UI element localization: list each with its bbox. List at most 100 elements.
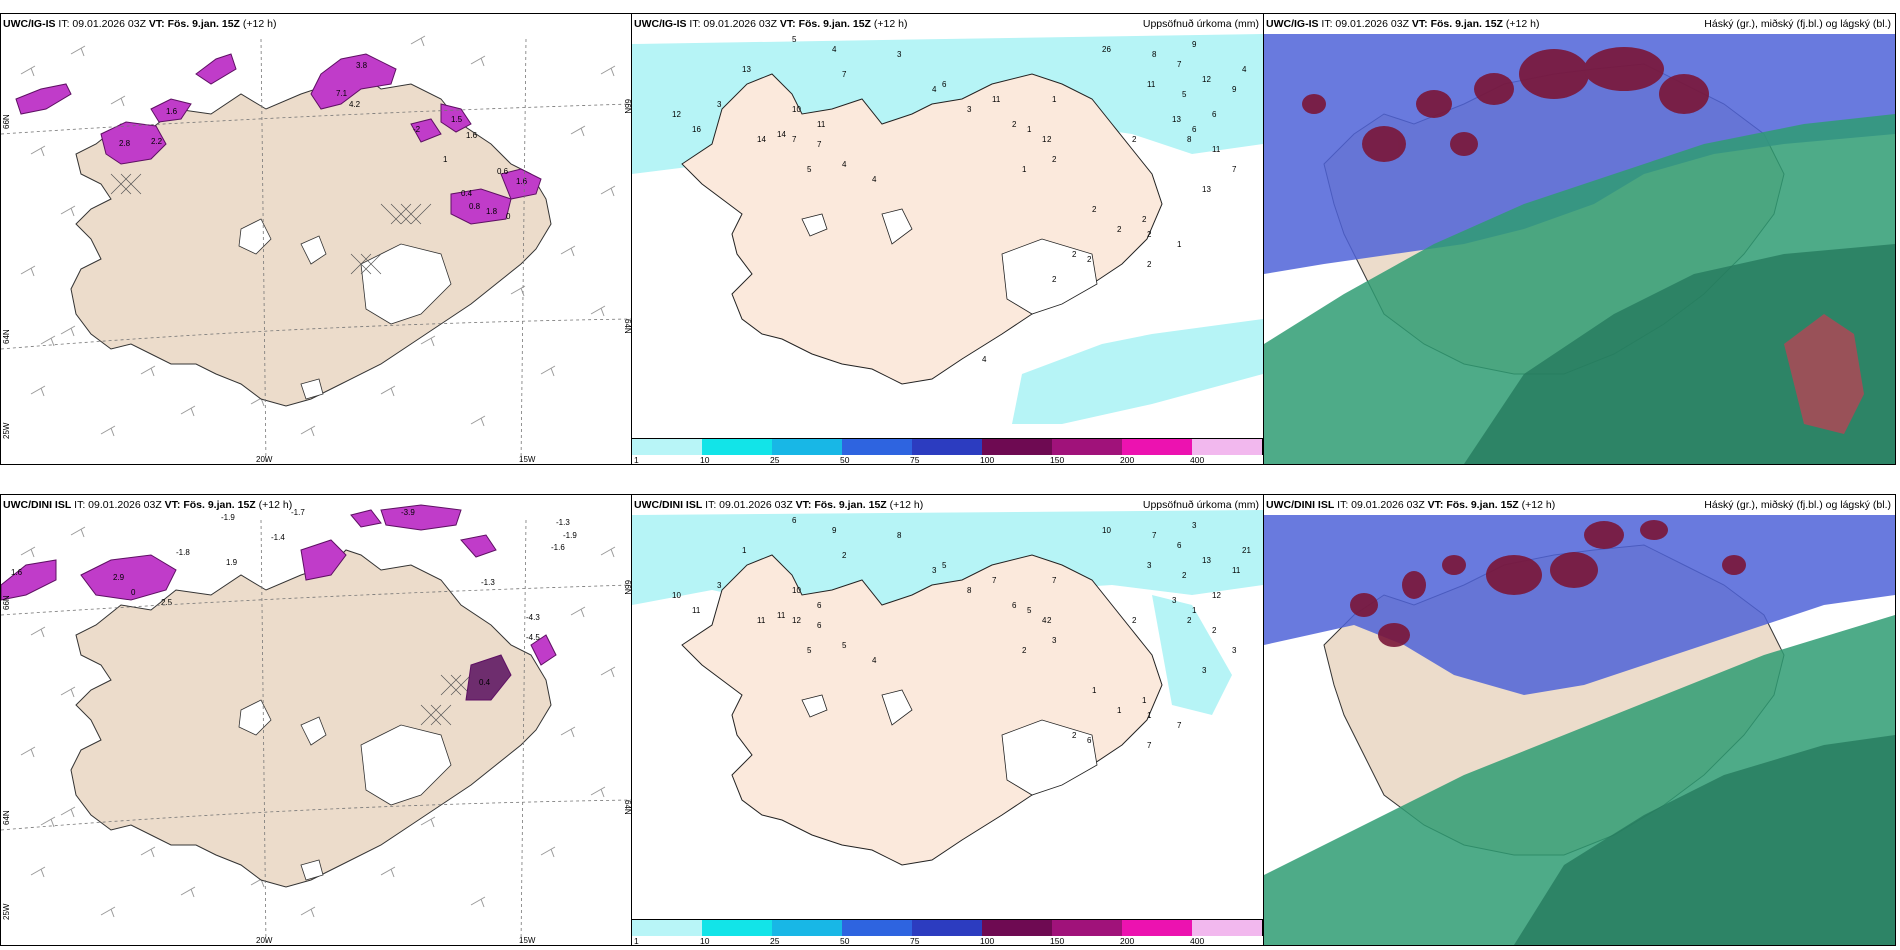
colorbar-tick: 200 bbox=[1120, 455, 1135, 465]
precip-value: 8 bbox=[967, 586, 972, 595]
precip-value: 11 bbox=[992, 95, 1001, 104]
lon-label: 20W bbox=[256, 455, 273, 464]
icing-value: 1.5 bbox=[451, 115, 463, 124]
model-name: UWC/DINI ISL bbox=[1266, 499, 1335, 511]
lat-label: 64N bbox=[623, 319, 631, 334]
init-time: IT: 09.01.2026 03Z bbox=[1337, 499, 1425, 511]
colorbar-swatch bbox=[772, 919, 843, 936]
precip-value: 4 bbox=[872, 175, 877, 184]
colorbar-swatch bbox=[1192, 919, 1263, 936]
precip-value: 6 bbox=[1192, 125, 1197, 134]
precip-value: 4 bbox=[872, 656, 877, 665]
glaciers bbox=[801, 208, 1098, 315]
icing-value: -1.4 bbox=[271, 533, 285, 542]
precip-value: 3 bbox=[717, 100, 722, 109]
precip-value: 2 bbox=[1147, 260, 1152, 269]
precip-value: 6 bbox=[1012, 601, 1017, 610]
colorbar-tick: 50 bbox=[840, 455, 850, 465]
wind-barbs bbox=[20, 526, 616, 918]
precip-value: 4 bbox=[842, 160, 847, 169]
precip-value: 2 bbox=[1212, 626, 1217, 635]
precip-value: 12 bbox=[672, 110, 681, 119]
panel-subtitle: Uppsöfnuð úrkoma (mm) bbox=[1142, 499, 1259, 511]
colorbar-tick: 150 bbox=[1050, 455, 1065, 465]
colorbar-swatch bbox=[702, 438, 773, 455]
icing-value: -3.9 bbox=[401, 508, 415, 517]
colorbar-swatch bbox=[632, 438, 703, 455]
colorbar-swatch bbox=[702, 919, 773, 936]
precip-value: 10 bbox=[1102, 526, 1111, 535]
icing-areas bbox=[15, 53, 542, 225]
lead-time: (+12 h) bbox=[889, 499, 924, 511]
precip-value: 6 bbox=[792, 516, 797, 525]
panel-header: UWC/DINI ISL IT: 09.01.2026 03Z VT: Fös.… bbox=[1266, 499, 1555, 511]
colorbar-tick: 25 bbox=[770, 455, 780, 465]
precip-value: 21 bbox=[1242, 546, 1251, 555]
icing-value: -1.3 bbox=[481, 578, 495, 587]
precip-value: 11 bbox=[777, 611, 786, 620]
lat-label: 66N bbox=[2, 114, 11, 129]
precip-value: 5 bbox=[1027, 606, 1032, 615]
cloud-high bbox=[1302, 47, 1709, 162]
icing-value: -1.3 bbox=[556, 518, 570, 527]
valid-time: VT: Fös. 9.jan. 15Z bbox=[779, 18, 871, 30]
precip-value: 11 bbox=[817, 120, 826, 129]
lead-time: (+12 h) bbox=[873, 18, 908, 30]
glaciers bbox=[238, 699, 452, 881]
precip-value: 1 bbox=[1177, 240, 1182, 249]
panel-clouds-igis: UWC/IG-IS IT: 09.01.2026 03Z VT: Fös. 9.… bbox=[1263, 13, 1896, 465]
panel-icing-igis: 3.8 7.1 4.2 2.8 1.6 -2 1.5 1 2.2 1.6 0.6… bbox=[0, 13, 632, 465]
lat-label: 25W bbox=[2, 903, 11, 920]
precip-value: 1 bbox=[1052, 95, 1057, 104]
icing-hatch bbox=[420, 674, 472, 726]
precip-value: 7 bbox=[1152, 531, 1157, 540]
precip-map-igis: 5431376312161011141477544411321112687941… bbox=[632, 34, 1263, 424]
precip-value: 2 bbox=[1072, 250, 1077, 259]
panel-header: UWC/DINI ISL IT: 09.01.2026 03Z VT: Fös.… bbox=[634, 499, 923, 511]
lead-time: (+12 h) bbox=[242, 18, 277, 30]
icing-value: 0.4 bbox=[479, 678, 491, 687]
colorbar-swatch bbox=[912, 919, 983, 936]
precip-value: 2 bbox=[1132, 616, 1137, 625]
colorbar-swatch bbox=[912, 438, 983, 455]
icing-value: 3.8 bbox=[356, 61, 368, 70]
init-time: IT: 09.01.2026 03Z bbox=[74, 499, 162, 511]
precip-value: 2 bbox=[1182, 571, 1187, 580]
precip-value: 10 bbox=[792, 586, 801, 595]
icing-value: 1.9 bbox=[226, 558, 238, 567]
cloud-map-igis bbox=[1264, 34, 1895, 464]
precip-value: 2 bbox=[1047, 616, 1052, 625]
precip-value: 6 bbox=[817, 601, 822, 610]
model-name: UWC/DINI ISL bbox=[634, 499, 703, 511]
model-name: UWC/IG-IS bbox=[634, 18, 687, 30]
colorbar-tick: 75 bbox=[910, 455, 920, 465]
icing-value: 0.4 bbox=[461, 189, 473, 198]
model-name: UWC/DINI ISL bbox=[3, 499, 72, 511]
colorbar-swatch bbox=[772, 438, 843, 455]
icing-value: 0.6 bbox=[497, 167, 509, 176]
colorbar-tick: 1 bbox=[634, 936, 639, 946]
precip-value: 2 bbox=[1052, 275, 1057, 284]
precip-value: 2 bbox=[1072, 731, 1077, 740]
precip-value: 13 bbox=[742, 65, 751, 74]
icing-value: -1.9 bbox=[563, 531, 577, 540]
precip-value: 11 bbox=[1212, 145, 1221, 154]
valid-time: VT: Fös. 9.jan. 15Z bbox=[795, 499, 887, 511]
precip-value: 12 bbox=[1202, 75, 1211, 84]
cloud-map-dini bbox=[1264, 515, 1895, 945]
precip-value: 2 bbox=[1087, 255, 1092, 264]
colorbar-swatch bbox=[982, 438, 1053, 455]
precip-value: 5 bbox=[1182, 90, 1187, 99]
iceland-land bbox=[681, 554, 1163, 866]
colorbar-swatch bbox=[842, 919, 913, 936]
cloud-low-dark bbox=[1464, 244, 1895, 464]
precip-colorbar: 1 10 25 50 75 100 150 200 400 bbox=[632, 438, 1263, 464]
precip-value: 12 bbox=[792, 616, 801, 625]
precip-value: 1 bbox=[1192, 606, 1197, 615]
precip-value: 7 bbox=[1052, 576, 1057, 585]
icing-value: 0.8 bbox=[469, 202, 481, 211]
precip-value: 1 bbox=[1147, 711, 1152, 720]
lead-time: (+12 h) bbox=[1521, 499, 1556, 511]
precip-value: 16 bbox=[692, 125, 701, 134]
precip-value: 14 bbox=[757, 135, 766, 144]
